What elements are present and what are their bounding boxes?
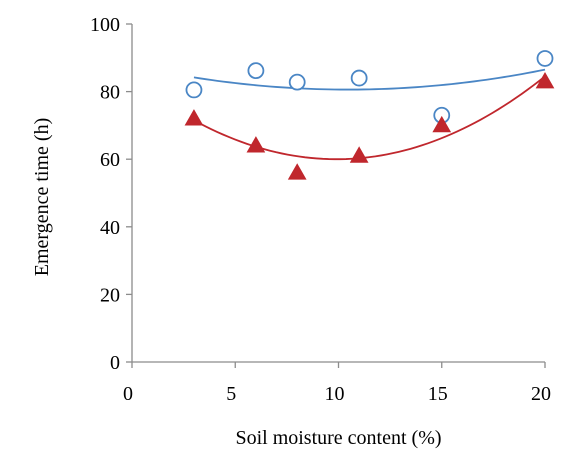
- axes: 0 20 40 60 80 100 0 5 10 15 20: [90, 14, 551, 405]
- x-tick-label: 20: [531, 383, 551, 405]
- data-point-circle: [247, 62, 265, 80]
- x-axis-title: Soil moisture content (%): [235, 427, 441, 449]
- markers: [184, 50, 555, 180]
- x-tick-label: 5: [226, 383, 236, 405]
- data-point-triangle: [535, 71, 555, 89]
- y-tick-label: 20: [100, 284, 120, 306]
- data-point-triangle: [432, 115, 452, 133]
- data-point-triangle: [287, 163, 307, 180]
- x-ticks: 0 5 10 15 20: [123, 362, 551, 405]
- data-point-circle: [288, 73, 306, 91]
- data-point-circle: [185, 81, 203, 99]
- data-point-triangle: [246, 136, 266, 153]
- data-point-circle: [536, 50, 554, 67]
- y-ticks: 0 20 40 60 80 100: [90, 14, 132, 374]
- data-point-circle: [350, 69, 368, 87]
- x-tick-label: 0: [123, 383, 133, 405]
- trendlines: [193, 68, 546, 161]
- x-tick-label: 15: [428, 383, 448, 405]
- y-tick-label: 60: [100, 149, 120, 171]
- y-tick-label: 0: [110, 352, 120, 374]
- y-tick-label: 40: [100, 217, 120, 239]
- y-tick-label: 80: [100, 82, 120, 104]
- y-axis-title: Emergence time (h): [31, 118, 53, 276]
- trendline-series-1: [193, 68, 546, 91]
- data-point-triangle: [184, 109, 204, 126]
- data-point-triangle: [349, 146, 369, 163]
- x-tick-label: 10: [325, 383, 345, 405]
- y-tick-label: 100: [90, 14, 120, 36]
